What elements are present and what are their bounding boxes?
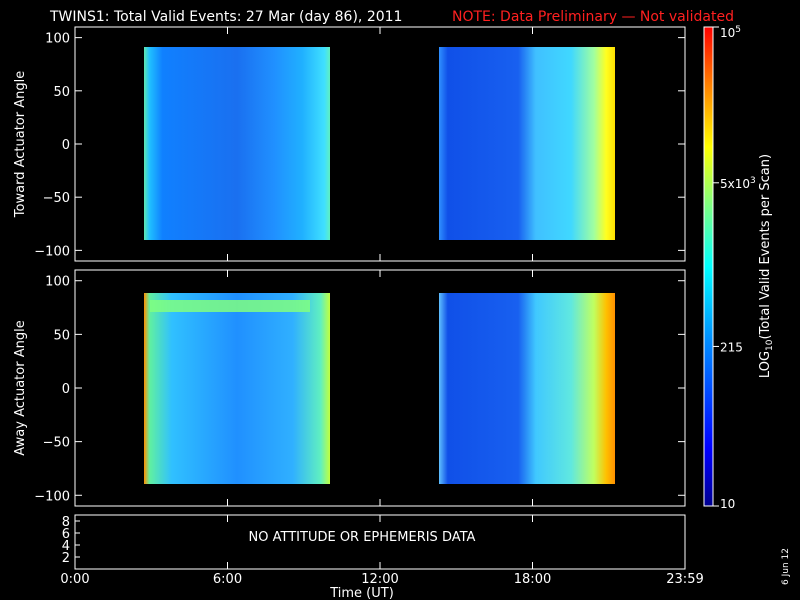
colorbar: [703, 26, 714, 507]
x-tick-label: 0:00: [60, 572, 89, 587]
panel-away-data-block-2: [439, 293, 615, 484]
y-tick-label: −50: [43, 191, 70, 206]
y-tick-label: 50: [53, 85, 70, 100]
y-tick-label: −100: [34, 244, 70, 259]
colorbar-label: LOG10(Total Valid Events per Scan): [758, 154, 775, 378]
colorbar-tick-label: 10: [720, 497, 735, 511]
panel-away: 100 50 0 −50 −100 Away Actuator Angle: [13, 269, 686, 507]
panel-toward-ylabel: Toward Actuator Angle: [13, 71, 28, 218]
colorbar-tick-label: 5x103: [720, 176, 756, 191]
y-tick-label: 0: [62, 382, 70, 397]
y-tick-label: −100: [34, 489, 70, 504]
x-tick-label: 12:00: [361, 572, 398, 587]
x-axis-ticks: 0:00 6:00 12:00 18:00 23:59: [60, 27, 704, 587]
panel-toward-data-block-2: [439, 47, 615, 240]
y-tick-label: 4: [62, 539, 70, 554]
panel-toward: 100 50 0 −50 −100 Toward Actuator Angle: [13, 26, 686, 262]
y-tick-label: 2: [62, 551, 70, 566]
panel-away-highlight-band: [150, 300, 310, 312]
y-tick-label: −50: [43, 436, 70, 451]
panel-away-yticks: 100 50 0 −50 −100: [34, 275, 685, 504]
y-tick-label: 6: [62, 527, 70, 542]
colorbar-tick-label: 105: [720, 25, 741, 40]
chart-title: TWINS1: Total Valid Events: 27 Mar (day …: [49, 9, 402, 25]
panel-toward-data-block-1: [144, 47, 330, 240]
x-tick-label: 6:00: [213, 572, 242, 587]
preliminary-note: NOTE: Data Preliminary — Not validated: [452, 9, 734, 25]
y-tick-label: 8: [62, 515, 70, 530]
x-tick-label: 23:59: [666, 572, 703, 587]
colorbar-tick-label: 215: [720, 340, 743, 354]
y-tick-label: 100: [45, 32, 70, 47]
y-tick-label: 50: [53, 328, 70, 343]
x-tick-label: 18:00: [514, 572, 551, 587]
side-date: 6 Jun 12: [781, 548, 791, 585]
panel-toward-yticks: 100 50 0 −50 −100: [34, 32, 685, 259]
x-axis-label: Time (UT): [329, 586, 394, 600]
no-data-message: NO ATTITUDE OR EPHEMERIS DATA: [249, 530, 476, 545]
panel-away-data-block-1: [144, 293, 330, 484]
y-tick-label: 0: [62, 138, 70, 153]
colorbar-ticks: 10 215 5x103 105: [713, 25, 756, 511]
panel-away-ylabel: Away Actuator Angle: [13, 320, 28, 455]
y-tick-label: 100: [45, 275, 70, 290]
